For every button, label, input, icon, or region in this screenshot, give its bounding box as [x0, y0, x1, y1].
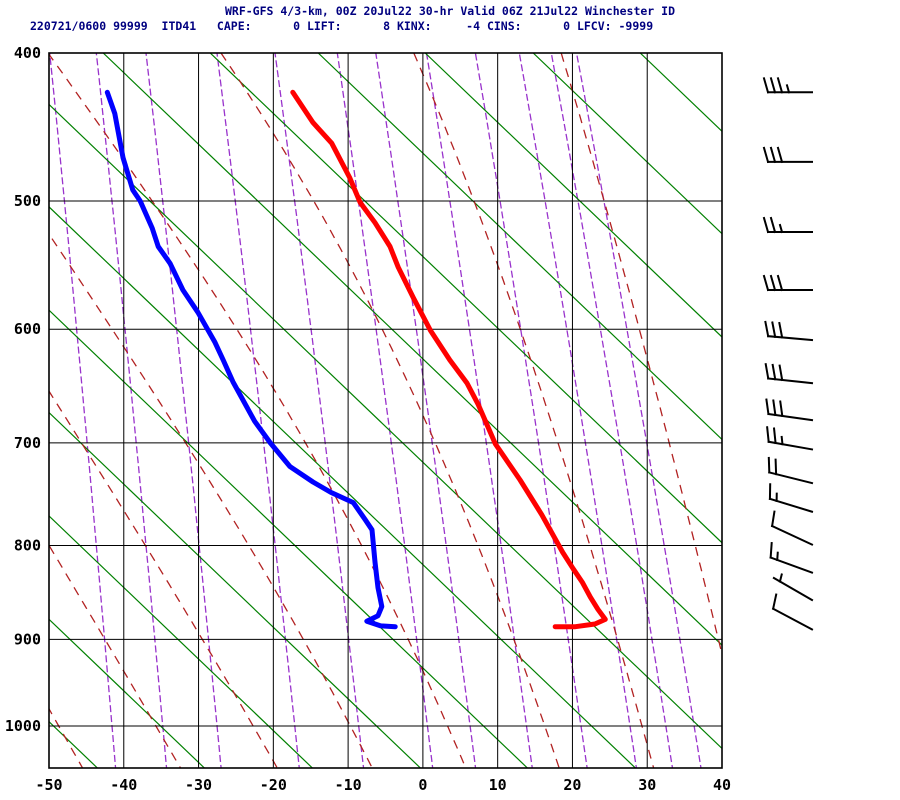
wind-barb — [768, 483, 814, 513]
temperature-axis-label: 30 — [638, 776, 656, 794]
temperature-axis-label: -20 — [260, 776, 287, 794]
pressure-axis-label: 700 — [14, 434, 41, 452]
temperature-trace — [290, 89, 608, 630]
wind-barb — [772, 573, 814, 602]
moist-adiabat-lines — [49, 53, 722, 768]
wind-barb — [770, 510, 814, 546]
chart-indices-line: 220721/0600 99999 ITD41 CAPE: 0 LIFT: 8 … — [30, 19, 654, 33]
wind-barb — [765, 398, 814, 422]
dewpoint-trace — [104, 89, 398, 630]
wind-barb — [769, 541, 814, 574]
pressure-axis-label: 1000 — [5, 717, 41, 735]
pressure-axis-label: 800 — [14, 537, 41, 555]
wind-barb — [762, 216, 813, 234]
wind-barb — [766, 426, 814, 451]
wind-barb — [762, 146, 813, 164]
chart-title: WRF-GFS 4/3-km, 00Z 20Jul22 30-hr Valid … — [224, 4, 676, 18]
temperature-axis-label: -10 — [335, 776, 362, 794]
plot-border — [48, 52, 723, 769]
temperature-axis-label: 0 — [418, 776, 427, 794]
pressure-axis-label: 500 — [14, 192, 41, 210]
pressure-temperature-grid — [48, 52, 723, 768]
wind-barb — [771, 593, 814, 631]
pressure-axis-label: 600 — [14, 320, 41, 338]
dry-adiabat-lines — [49, 53, 722, 768]
temperature-axis-label: 40 — [713, 776, 731, 794]
temperature-axis-label: 10 — [489, 776, 507, 794]
wind-barb — [764, 320, 814, 342]
temperature-axis-label: -40 — [110, 776, 137, 794]
wind-barb — [767, 456, 814, 485]
wind-barb — [764, 363, 814, 385]
wind-barb — [762, 274, 813, 292]
temperature-axis-label: -30 — [185, 776, 212, 794]
pressure-axis-label: 400 — [14, 44, 41, 62]
wind-barb-column — [762, 77, 814, 631]
axis-labels: 400 500 600 700 800 900 1000 -50 -40 -30 -20 -10 0 10… — [5, 44, 731, 794]
wind-barb — [762, 77, 813, 94]
temperature-axis-label: 20 — [563, 776, 581, 794]
pressure-axis-label: 900 — [14, 630, 41, 648]
mixing-ratio-lines — [49, 53, 702, 768]
temperature-axis-label: -50 — [35, 776, 62, 794]
background-isopleths — [49, 53, 722, 768]
